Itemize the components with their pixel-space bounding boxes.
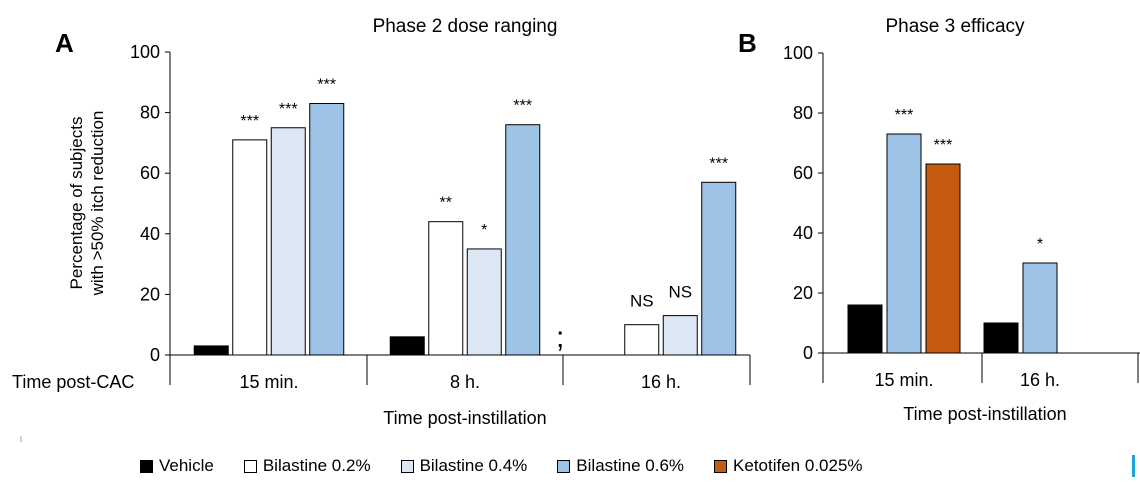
bar [701, 181, 737, 356]
panel-a-letter: A [55, 28, 74, 58]
y-tick-label: 40 [140, 224, 160, 244]
legend-swatch-vehicle [140, 459, 153, 473]
bar [232, 139, 268, 356]
panel-b-xlabel: Time post-instillation [903, 404, 1066, 424]
y-tick-label: 20 [140, 284, 160, 304]
panel-a-xlabel: Time post-instillation [383, 408, 546, 428]
y-tick-label: 60 [140, 163, 160, 183]
legend-label-bilastine-06: Bilastine 0.6% [576, 456, 685, 475]
legend-item-bilastine-06: Bilastine 0.6% [557, 456, 684, 476]
x-category-label: 15 min. [874, 370, 933, 390]
bar [1022, 262, 1058, 354]
legend-swatch-bilastine-02 [243, 459, 257, 473]
bar [886, 133, 922, 354]
edge-accent-bar [1132, 455, 1135, 477]
bar [983, 322, 1019, 354]
bar [270, 127, 306, 356]
y-tick-label: 0 [803, 343, 813, 363]
y-tick-label: 60 [793, 163, 813, 183]
significance-label: *** [709, 155, 728, 172]
y-tick-label: 100 [783, 43, 813, 63]
significance-label: NS [630, 292, 654, 311]
panel-a-row-label: Time post-CAC [12, 372, 134, 392]
y-tick-label: 80 [793, 103, 813, 123]
panel-b-letter: B [738, 28, 757, 58]
x-category-label: 16 h. [1020, 370, 1060, 390]
legend-swatch-bilastine-04 [400, 459, 414, 473]
bar [309, 103, 345, 356]
legend-item-bilastine-02: Bilastine 0.2% [243, 456, 371, 476]
significance-label: * [481, 222, 487, 239]
bar [505, 124, 541, 356]
panel-a-break-mark: ; [556, 321, 564, 354]
legend-item-bilastine-04: Bilastine 0.4% [400, 456, 528, 476]
significance-label: * [1037, 236, 1043, 253]
legend-label-ketotifen: Ketotifen 0.025% [733, 456, 863, 475]
panel-a-ylabel-line1: Percentage of subjects [67, 117, 86, 290]
significance-label: *** [279, 101, 298, 118]
significance-label: NS [668, 283, 692, 302]
chart-legend: Vehicle Bilastine 0.2% Bilastine 0.4% Bi… [140, 455, 893, 477]
legend-item-vehicle: Vehicle [140, 456, 214, 476]
decorative-mark [20, 436, 22, 442]
legend-label-bilastine-02: Bilastine 0.2% [262, 456, 371, 475]
y-tick-label: 20 [793, 283, 813, 303]
significance-label: *** [240, 113, 259, 130]
legend-swatch-ketotifen [714, 459, 728, 473]
panel-a-ylabel-line2: with >50% itch reduction [88, 111, 107, 297]
significance-label: ** [440, 195, 452, 212]
bar [466, 248, 502, 356]
x-category-label: 16 h. [641, 372, 681, 392]
y-tick-label: 100 [130, 42, 160, 62]
x-category-label: 8 h. [450, 372, 480, 392]
bar [389, 336, 425, 356]
significance-label: *** [934, 137, 953, 154]
significance-label: *** [513, 98, 532, 115]
y-tick-label: 40 [793, 223, 813, 243]
bar [624, 324, 660, 356]
legend-swatch-bilastine-06 [557, 459, 571, 473]
y-tick-label: 0 [150, 345, 160, 365]
x-category-label: 15 min. [239, 372, 298, 392]
panel-b-title: Phase 3 efficacy [885, 16, 1025, 37]
bar [925, 163, 961, 354]
legend-item-ketotifen: Ketotifen 0.025% [714, 456, 863, 476]
bar [847, 304, 883, 354]
bar [193, 345, 229, 356]
panel-a-title: Phase 2 dose ranging [373, 16, 558, 37]
bar [662, 315, 698, 356]
y-tick-label: 80 [140, 103, 160, 123]
legend-label-vehicle: Vehicle [159, 456, 214, 475]
legend-label-bilastine-04: Bilastine 0.4% [419, 456, 528, 475]
bar [428, 221, 464, 356]
panel-b-plot: 0 20 40 60 80 100 *** *** 15 min. * 16 h. [783, 43, 1140, 390]
significance-label: *** [895, 107, 914, 124]
significance-label: *** [317, 77, 336, 94]
